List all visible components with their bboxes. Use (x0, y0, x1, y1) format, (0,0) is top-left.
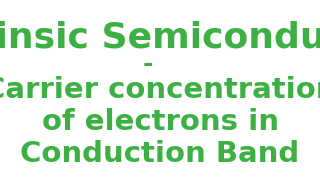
Text: Conduction Band: Conduction Band (20, 140, 300, 168)
Text: Carrier concentration: Carrier concentration (0, 76, 320, 104)
Text: -: - (143, 52, 153, 76)
Text: of electrons in: of electrons in (42, 108, 278, 136)
Text: Intrinsic Semiconductors: Intrinsic Semiconductors (0, 20, 320, 54)
